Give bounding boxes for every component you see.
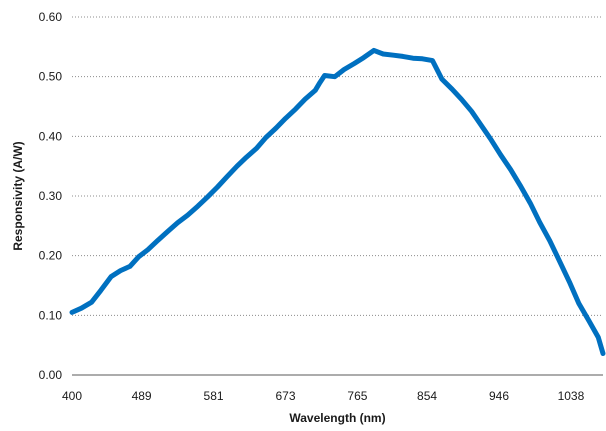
- y-tick-label: 0.20: [39, 249, 63, 263]
- x-tick-label: 581: [204, 389, 224, 403]
- y-axis-title: Responsivity (A/W): [11, 141, 25, 250]
- y-tick-label: 0.30: [39, 189, 63, 203]
- x-axis-title: Wavelength (nm): [289, 411, 385, 425]
- x-tick-label: 946: [489, 389, 509, 403]
- y-tick-label: 0.00: [39, 368, 63, 382]
- x-tick-label: 765: [347, 389, 367, 403]
- x-tick-label: 489: [132, 389, 152, 403]
- series-layer: [69, 47, 606, 356]
- y-tick-label: 0.60: [39, 10, 63, 24]
- x-tick-label: 400: [62, 389, 82, 403]
- x-tick-label: 1038: [558, 389, 585, 403]
- gridlines: [72, 16, 603, 316]
- tick-labels: 0.00 0.10 0.20 0.30 0.40 0.50 0.60 400 489 581 673…: [39, 10, 585, 403]
- x-tick-label: 854: [417, 389, 437, 403]
- y-tick-label: 0.40: [39, 129, 63, 143]
- x-tick-label: 673: [275, 389, 295, 403]
- responsivity-series-line: [69, 47, 606, 356]
- y-tick-label: 0.50: [39, 70, 63, 84]
- y-tick-label: 0.10: [39, 308, 63, 322]
